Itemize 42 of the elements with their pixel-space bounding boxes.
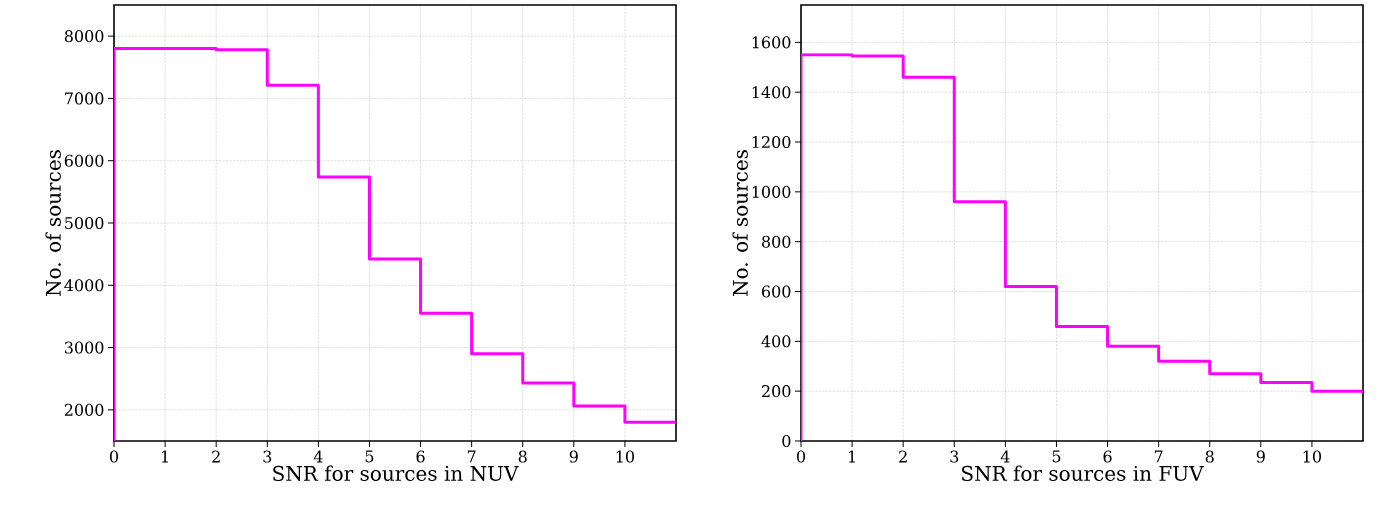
x-tick-label: 8 — [1205, 450, 1214, 463]
x-tick-label: 5 — [365, 450, 374, 463]
y-axis-title: No. of sources — [732, 150, 748, 296]
x-tick-label: 10 — [1303, 450, 1322, 463]
y-tick-label: 1000 — [752, 185, 791, 198]
y-tick-label: 1200 — [752, 135, 791, 149]
x-axis-title: SNR for sources in NUV — [273, 465, 519, 481]
x-tick-label: 1 — [848, 450, 855, 463]
x-tick-label: 2 — [899, 450, 907, 463]
y-tick-label: 3000 — [64, 341, 104, 354]
y-tick-label: 8000 — [64, 30, 104, 43]
y-tick-label: 600 — [762, 285, 791, 298]
x-tick-label: 9 — [569, 450, 578, 463]
y-tick-label: 7000 — [65, 92, 104, 105]
x-tick-label: 0 — [109, 450, 119, 463]
y-tick-label: 1400 — [752, 86, 791, 99]
y-tick-label: 5000 — [65, 216, 104, 230]
x-tick-label: 6 — [1103, 450, 1112, 463]
y-axis-title: No. of sources — [45, 150, 61, 296]
x-tick-label: 4 — [313, 450, 323, 463]
x-tick-label: 1 — [161, 450, 168, 463]
x-tick-label: 3 — [950, 450, 959, 463]
x-axis-title: SNR for sources in FUV — [962, 465, 1204, 481]
y-tick-label: 0 — [782, 434, 791, 448]
x-tick-label: 9 — [1256, 450, 1265, 463]
x-tick-label: 6 — [416, 450, 425, 463]
x-tick-label: 7 — [467, 450, 476, 463]
x-tick-label: 5 — [1052, 450, 1061, 463]
y-tick-label: 6000 — [64, 154, 104, 167]
y-tick-label: 1600 — [752, 36, 791, 49]
y-tick-label: 800 — [762, 235, 791, 248]
x-tick-label: 7 — [1154, 450, 1163, 463]
x-tick-label: 3 — [263, 450, 272, 463]
y-tick-label: 2000 — [64, 403, 104, 416]
y-tick-label: 400 — [761, 335, 791, 348]
y-tick-label: 4000 — [64, 279, 104, 292]
x-tick-label: 4 — [1000, 450, 1010, 463]
x-tick-label: 8 — [518, 450, 527, 463]
x-tick-label: 2 — [212, 450, 220, 463]
y-tick-label: 200 — [762, 385, 791, 398]
x-tick-label: 0 — [796, 450, 806, 463]
x-tick-label: 10 — [616, 450, 635, 463]
